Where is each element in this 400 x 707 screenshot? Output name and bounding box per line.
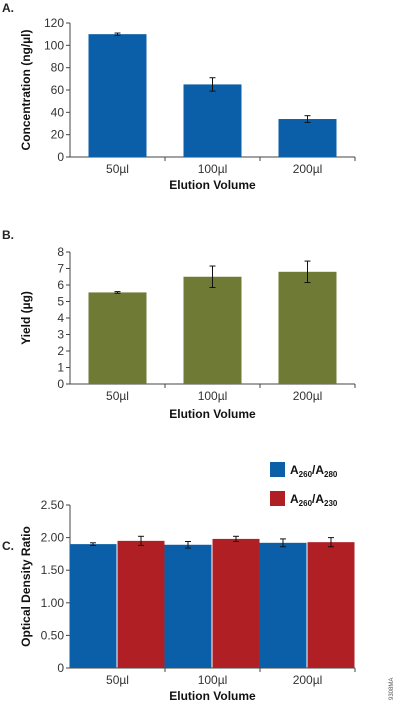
y-tick-label: 100 bbox=[44, 38, 64, 52]
y-tick-label: 0 bbox=[57, 661, 64, 675]
x-axis-label: Elution Volume bbox=[169, 689, 256, 703]
legend-subscript: 230 bbox=[324, 499, 338, 508]
panel-label: C. bbox=[2, 539, 14, 553]
y-tick-label: 120 bbox=[44, 16, 64, 30]
x-tick-label: 50µl bbox=[106, 389, 129, 403]
y-tick-label: 6 bbox=[57, 278, 64, 292]
y-tick-label: 0 bbox=[57, 377, 64, 391]
x-tick-label: 50µl bbox=[106, 162, 129, 176]
panel-label: A. bbox=[2, 1, 14, 15]
legend-subscript: 260 bbox=[299, 499, 313, 508]
x-tick-label: 100µl bbox=[198, 673, 228, 687]
bar bbox=[278, 271, 337, 384]
x-tick-label: 100µl bbox=[198, 389, 228, 403]
y-tick-label: 60 bbox=[51, 83, 65, 97]
legend-text: A bbox=[290, 492, 299, 506]
y-tick-label: 0.50 bbox=[41, 628, 65, 642]
x-tick-label: 50µl bbox=[106, 673, 129, 687]
bar bbox=[212, 538, 260, 668]
y-axis-label: Concentration (ng/µl) bbox=[19, 30, 33, 151]
panel-label: B. bbox=[2, 228, 14, 242]
bar bbox=[88, 292, 147, 384]
y-tick-label: 2 bbox=[57, 344, 64, 358]
legend-text: A bbox=[290, 463, 299, 477]
x-axis-label: Elution Volume bbox=[169, 407, 256, 421]
legend-label: A260/A230 bbox=[290, 492, 338, 508]
bar bbox=[183, 276, 242, 384]
y-tick-label: 40 bbox=[51, 105, 65, 119]
chart-1: A. 0 20 40 60 80 100 120 50µl 100µl 200µl Elution V… bbox=[2, 1, 356, 192]
catalog-number: 9308MA bbox=[389, 678, 395, 700]
legend-subscript: 280 bbox=[324, 470, 338, 479]
chart-3: C. 0 0.50 1.00 1.50 2.00 2.50 50µl 100µl 200µl Elu… bbox=[2, 462, 356, 703]
bar bbox=[278, 119, 337, 157]
y-tick-label: 8 bbox=[57, 245, 64, 259]
y-axis-label: Yield (µg) bbox=[19, 291, 33, 345]
bar bbox=[183, 84, 242, 157]
y-tick-label: 1 bbox=[57, 361, 64, 375]
chart-2: B. 0 1 2 3 4 5 6 7 8 50µl 100µl 200µl Elution Volume Y… bbox=[2, 228, 356, 421]
x-tick-label: 200µl bbox=[293, 673, 323, 687]
legend-swatch bbox=[270, 491, 285, 506]
y-tick-label: 7 bbox=[57, 262, 64, 276]
legend-text: /A bbox=[312, 463, 324, 477]
bar bbox=[164, 544, 212, 668]
bar bbox=[117, 540, 165, 668]
bar bbox=[69, 544, 117, 668]
bar bbox=[88, 34, 147, 157]
y-tick-label: 2.00 bbox=[41, 531, 65, 545]
x-tick-label: 100µl bbox=[198, 162, 228, 176]
x-axis-label: Elution Volume bbox=[169, 178, 256, 192]
x-tick-label: 200µl bbox=[293, 162, 323, 176]
y-tick-label: 1.00 bbox=[41, 596, 65, 610]
bar bbox=[307, 542, 355, 668]
y-axis-label: Optical Density Ratio bbox=[19, 526, 33, 647]
y-tick-label: 0 bbox=[57, 150, 64, 164]
legend-label: A260/A280 bbox=[290, 463, 338, 479]
x-tick-label: 200µl bbox=[293, 389, 323, 403]
y-tick-label: 1.50 bbox=[41, 563, 65, 577]
y-tick-label: 5 bbox=[57, 295, 64, 309]
legend-subscript: 260 bbox=[299, 470, 313, 479]
legend-swatch bbox=[270, 462, 285, 477]
y-tick-label: 3 bbox=[57, 328, 64, 342]
bar bbox=[259, 542, 307, 668]
y-tick-label: 2.50 bbox=[41, 498, 65, 512]
y-tick-label: 20 bbox=[51, 128, 65, 142]
y-tick-label: 80 bbox=[51, 61, 65, 75]
legend-text: /A bbox=[312, 492, 324, 506]
y-tick-label: 4 bbox=[57, 311, 64, 325]
